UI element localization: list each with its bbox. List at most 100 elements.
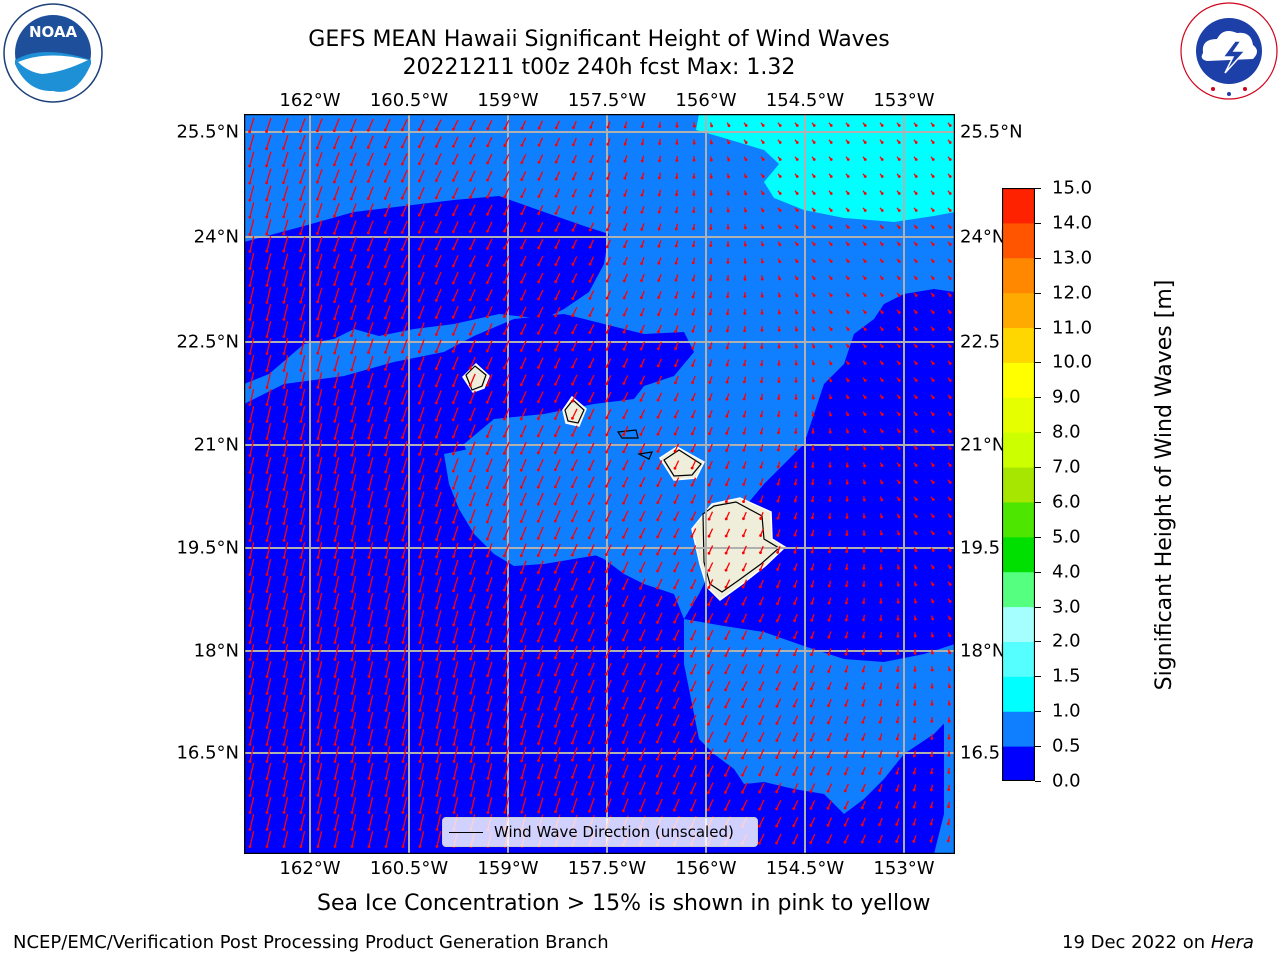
wave-direction-arrowhead bbox=[520, 314, 523, 318]
wave-direction-arrow bbox=[300, 695, 306, 711]
wave-direction-arrowhead bbox=[400, 196, 404, 200]
wave-direction-arrow bbox=[487, 729, 493, 745]
wave-direction-arrowhead bbox=[468, 264, 472, 268]
wave-direction-arrow bbox=[486, 306, 493, 318]
wave-direction-arrowhead bbox=[913, 668, 917, 672]
wave-direction-arrowhead bbox=[282, 522, 286, 525]
wave-direction-arrowhead bbox=[519, 588, 523, 592]
wave-direction-arrow bbox=[690, 646, 697, 657]
wave-direction-arrowhead bbox=[897, 430, 901, 433]
wave-direction-arrowhead bbox=[299, 658, 303, 661]
wave-direction-arrowhead bbox=[674, 261, 678, 265]
wave-direction-arrowhead bbox=[299, 760, 303, 763]
wave-direction-arrowhead bbox=[299, 437, 303, 440]
wave-direction-arrow bbox=[351, 644, 357, 660]
wave-direction-arrowhead bbox=[435, 486, 438, 490]
wave-direction-arrowhead bbox=[383, 179, 387, 183]
wave-direction-arrowhead bbox=[572, 126, 575, 130]
wave-direction-arrowhead bbox=[367, 522, 371, 525]
wave-direction-arrow bbox=[622, 527, 629, 538]
wave-direction-arrowhead bbox=[451, 367, 455, 370]
wave-direction-arrowhead bbox=[401, 828, 405, 831]
wave-direction-arrowhead bbox=[503, 144, 507, 147]
wave-direction-arrow bbox=[537, 374, 544, 385]
wave-direction-arrowhead bbox=[536, 383, 540, 386]
wave-direction-arrowhead bbox=[726, 226, 730, 230]
wave-direction-arrowhead bbox=[349, 197, 353, 201]
wave-direction-arrow bbox=[486, 255, 493, 266]
wave-direction-arrow bbox=[741, 782, 748, 793]
colorbar-tick-mark bbox=[1035, 292, 1041, 294]
wave-direction-arrowhead bbox=[723, 808, 727, 811]
wave-direction-arrowhead bbox=[758, 756, 762, 760]
wave-direction-arrowhead bbox=[914, 294, 918, 297]
wave-direction-arrow bbox=[385, 474, 391, 490]
wave-direction-arrow bbox=[435, 373, 442, 387]
wave-direction-arrow bbox=[622, 645, 629, 658]
wave-direction-arrowhead bbox=[829, 294, 833, 297]
wave-direction-arrow bbox=[350, 254, 357, 268]
wave-direction-arrowhead bbox=[638, 638, 642, 642]
wave-direction-arrow bbox=[249, 151, 255, 167]
wave-direction-arrowhead bbox=[724, 671, 728, 675]
wave-direction-arrowhead bbox=[897, 549, 901, 553]
wave-direction-arrowhead bbox=[587, 655, 591, 659]
wave-direction-arrow bbox=[656, 561, 663, 572]
colorbar-segment bbox=[1002, 641, 1035, 677]
wave-direction-arrowhead bbox=[468, 298, 472, 302]
wave-direction-arrow bbox=[554, 476, 561, 488]
wave-direction-arrow bbox=[537, 408, 544, 419]
wave-direction-arrow bbox=[334, 610, 340, 626]
wave-direction-arrow bbox=[385, 542, 391, 558]
wave-direction-arrowhead bbox=[809, 789, 813, 793]
wave-direction-arrow bbox=[419, 508, 425, 523]
wave-direction-arrow bbox=[317, 457, 323, 473]
wave-direction-arrowhead bbox=[503, 263, 506, 267]
wave-direction-arrowhead bbox=[792, 704, 796, 708]
wave-direction-arrowhead bbox=[265, 522, 269, 525]
wave-direction-arrow bbox=[605, 713, 612, 726]
wave-direction-arrowhead bbox=[827, 652, 831, 656]
wave-direction-arrowhead bbox=[248, 301, 252, 304]
wave-direction-arrow bbox=[351, 797, 357, 813]
colorbar-tick-mark bbox=[1035, 711, 1041, 713]
wave-direction-arrowhead bbox=[503, 212, 506, 216]
wave-direction-arrow bbox=[249, 219, 255, 235]
wave-direction-arrow bbox=[334, 627, 340, 643]
wave-direction-arrow bbox=[452, 221, 459, 232]
wave-direction-arrowhead bbox=[777, 431, 780, 435]
wave-direction-arrowhead bbox=[829, 175, 833, 178]
wave-direction-arrowhead bbox=[656, 501, 660, 505]
wave-direction-arrowhead bbox=[571, 331, 575, 335]
wave-direction-arrowhead bbox=[795, 226, 799, 229]
wave-direction-arrow bbox=[452, 187, 459, 198]
wave-direction-arrowhead bbox=[554, 211, 558, 215]
wave-direction-arrow bbox=[283, 236, 289, 252]
wave-direction-arrowhead bbox=[947, 805, 950, 809]
wave-direction-arrow bbox=[384, 423, 391, 438]
wave-direction-arrowhead bbox=[434, 333, 438, 336]
wave-direction-arrow bbox=[334, 593, 340, 609]
wave-direction-arrowhead bbox=[708, 329, 712, 333]
wave-direction-arrowhead bbox=[744, 175, 748, 179]
wave-direction-arrowhead bbox=[452, 726, 456, 729]
wave-direction-arrow bbox=[571, 543, 578, 556]
wave-direction-arrow bbox=[266, 304, 272, 320]
wave-direction-arrowhead bbox=[316, 505, 320, 508]
wave-direction-arrowhead bbox=[435, 811, 439, 814]
wave-direction-arrowhead bbox=[282, 488, 286, 491]
wave-direction-arrow bbox=[435, 491, 442, 506]
wave-direction-arrowhead bbox=[776, 516, 780, 520]
wave-direction-arrowhead bbox=[878, 703, 882, 707]
wave-direction-arrowhead bbox=[741, 602, 745, 606]
wave-direction-arrow bbox=[469, 576, 476, 591]
wave-direction-arrowhead bbox=[434, 350, 438, 354]
wave-direction-arrowhead bbox=[401, 726, 405, 729]
wave-direction-arrow bbox=[401, 237, 408, 250]
wave-direction-arrow bbox=[742, 714, 748, 725]
wave-direction-arrowhead bbox=[469, 161, 472, 165]
wave-direction-arrow bbox=[266, 814, 272, 830]
wave-direction-arrowhead bbox=[930, 720, 934, 723]
wave-direction-arrowhead bbox=[485, 537, 489, 541]
wave-direction-arrow bbox=[572, 239, 578, 248]
